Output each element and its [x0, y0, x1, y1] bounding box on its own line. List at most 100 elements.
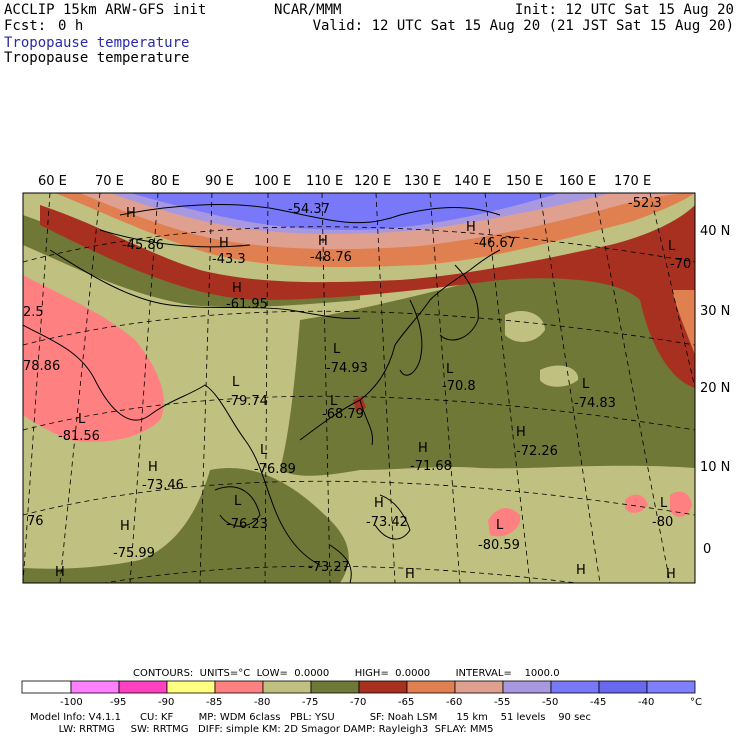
cbar-tick: -40	[638, 697, 654, 708]
center-type: H	[219, 236, 229, 251]
lon-label: 90 E	[205, 174, 234, 189]
cbar-tick: -60	[446, 697, 462, 708]
lat-label: 20 N	[700, 381, 730, 396]
lat-label: 0	[703, 542, 711, 557]
center-value: -79.74	[226, 394, 268, 409]
center-type: H	[126, 206, 136, 221]
band-olive	[280, 276, 695, 476]
model-title: ACCLIP 15km ARW-GFS init	[4, 2, 207, 18]
center-type: H	[418, 441, 428, 456]
cbar-tick: -70	[350, 697, 366, 708]
center-type: L	[333, 342, 341, 357]
center-type: H	[148, 460, 158, 475]
lon-label: 70 E	[95, 174, 124, 189]
center-type: L	[582, 377, 590, 392]
cbar-tick: -95	[110, 697, 126, 708]
center-value: -52.3	[628, 196, 662, 211]
center-value: -80.59	[478, 538, 520, 553]
center-type: L	[260, 443, 268, 458]
cbar-tick: -90	[158, 697, 174, 708]
center-type: H	[318, 234, 328, 249]
lon-label: 60 E	[38, 174, 67, 189]
lon-label: 160 E	[559, 174, 596, 189]
center-value: -73.42	[366, 515, 408, 530]
center-value: -48.76	[310, 250, 352, 265]
cbar-tick: -45	[590, 697, 606, 708]
center-type: L	[668, 239, 676, 254]
model-info-line2: LW: RRTMG SW: RRTMG DIFF: simple KM: 2D …	[30, 724, 494, 735]
lat-label: 40 N	[700, 224, 730, 239]
band-orange-east	[672, 290, 695, 355]
lat-label: 10 N	[700, 460, 730, 475]
fcst-label: Fcst:	[4, 18, 47, 34]
cbar-swatch	[550, 680, 600, 694]
center-type: L	[234, 494, 242, 509]
cbar-swatch	[166, 680, 216, 694]
cbar-swatch	[454, 680, 504, 694]
center-value: -80	[652, 515, 673, 530]
field-title-primary: Tropopause temperature	[4, 35, 190, 51]
band-pink-dot-3	[670, 491, 692, 517]
init-time: Init: 12 UTC Sat 15 Aug 20	[514, 2, 734, 18]
lon-labels: 60 E 70 E 80 E 90 E 100 E 110 E 120 E 13…	[38, 174, 651, 189]
center-value: -46.67	[474, 236, 516, 251]
center-type: H	[466, 220, 476, 235]
field-title-secondary: Tropopause temperature	[4, 50, 190, 66]
center-value: -75.99	[113, 546, 155, 561]
center-type: H	[374, 496, 384, 511]
map-frame	[22, 192, 696, 584]
center-value: -73.46	[142, 478, 184, 493]
center-value: -76.89	[254, 462, 296, 477]
cbar-tick: -80	[254, 697, 270, 708]
center-value: -73.27	[308, 560, 350, 575]
lon-label: 100 E	[254, 174, 291, 189]
center-value: -61.95	[226, 297, 268, 312]
center-value: -43.3	[212, 252, 246, 267]
lon-label: 130 E	[404, 174, 441, 189]
center-value: -72.26	[516, 444, 558, 459]
cbar-tick: -100	[60, 697, 83, 708]
center-value: -70.8	[442, 379, 476, 394]
center-value: -71.68	[410, 459, 452, 474]
lon-label: 150 E	[506, 174, 543, 189]
cbar-swatch	[358, 680, 408, 694]
center-type: H	[55, 565, 65, 580]
contours-info: CONTOURS: UNITS=°C LOW= 0.0000 HIGH= 0.0…	[133, 668, 560, 679]
center-value: 78.86	[23, 359, 60, 374]
lon-label: 170 E	[614, 174, 651, 189]
color-bar	[21, 680, 696, 694]
cbar-swatch	[502, 680, 552, 694]
band-pink-india	[23, 275, 164, 442]
center-type: H	[405, 567, 415, 582]
band-pink-dot-1	[488, 508, 521, 537]
center-value: -68.79	[322, 407, 364, 422]
lon-label: 120 E	[354, 174, 391, 189]
cbar-ticks: -100 -95 -90 -85 -80 -75 -70 -65 -60 -55…	[60, 697, 702, 708]
center-value: 2.5	[23, 305, 44, 320]
center-type: L	[232, 375, 240, 390]
lat-label: 30 N	[700, 304, 730, 319]
valid-time: Valid: 12 UTC Sat 15 Aug 20 (21 JST Sat …	[312, 18, 734, 34]
temperature-field	[23, 193, 695, 583]
cbar-swatch	[406, 680, 456, 694]
center-value: 76	[27, 514, 44, 529]
cbar-tick: -75	[302, 697, 318, 708]
band-olive-south	[23, 468, 349, 583]
cbar-tick: -55	[494, 697, 510, 708]
center-type: L	[496, 518, 504, 533]
band-light-patch	[505, 310, 545, 342]
center-value: -54.37	[288, 202, 330, 217]
center-value: -45.86	[122, 238, 164, 253]
center-value: -74.83	[574, 396, 616, 411]
cbar-tick: -50	[542, 697, 558, 708]
center-type: L	[330, 394, 338, 409]
center-type: H	[120, 519, 130, 534]
lon-label: 110 E	[306, 174, 343, 189]
cbar-swatch	[70, 680, 120, 694]
cbar-swatch	[214, 680, 264, 694]
cbar-swatch	[262, 680, 312, 694]
cbar-swatch	[118, 680, 168, 694]
model-info-line1: Model Info: V4.1.1 CU: KF MP: WDM 6class…	[30, 712, 591, 723]
lon-label: 140 E	[454, 174, 491, 189]
